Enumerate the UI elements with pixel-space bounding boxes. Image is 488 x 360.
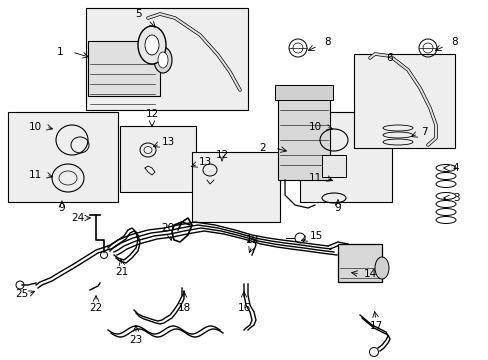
Text: 11: 11 — [308, 173, 321, 183]
Text: 17: 17 — [368, 321, 382, 331]
Ellipse shape — [145, 35, 159, 55]
Text: 18: 18 — [177, 303, 190, 313]
Text: 23: 23 — [129, 335, 142, 345]
Bar — [120, 126, 196, 192]
Text: 8: 8 — [451, 37, 457, 47]
Text: 10: 10 — [308, 122, 321, 132]
Bar — [353, 54, 454, 148]
Text: 1: 1 — [57, 47, 63, 57]
Text: 13: 13 — [198, 157, 211, 167]
Text: 16: 16 — [237, 303, 250, 313]
Text: 25: 25 — [15, 289, 29, 299]
Text: 10: 10 — [28, 122, 41, 132]
Ellipse shape — [158, 52, 168, 68]
Text: 12: 12 — [215, 150, 228, 160]
Bar — [337, 244, 381, 282]
Text: 3: 3 — [452, 193, 458, 203]
Text: 13: 13 — [161, 137, 174, 147]
Bar — [278, 95, 329, 180]
Text: 24: 24 — [71, 213, 84, 223]
Text: 15: 15 — [309, 231, 322, 241]
Text: 7: 7 — [420, 127, 427, 137]
Text: 5: 5 — [134, 9, 141, 19]
Text: 20: 20 — [161, 223, 174, 233]
Text: 9: 9 — [334, 203, 341, 213]
Text: 19: 19 — [245, 235, 258, 245]
Text: 6: 6 — [386, 53, 392, 63]
Bar — [299, 112, 391, 202]
Bar — [8, 112, 118, 202]
Bar — [86, 8, 247, 110]
Bar — [274, 85, 332, 100]
Text: 11: 11 — [28, 170, 41, 180]
Ellipse shape — [138, 26, 165, 64]
Bar — [192, 152, 280, 222]
Bar — [88, 41, 160, 96]
Ellipse shape — [154, 47, 172, 73]
Ellipse shape — [374, 257, 388, 279]
Text: 9: 9 — [59, 203, 65, 213]
Text: 21: 21 — [115, 267, 128, 277]
Text: 2: 2 — [259, 143, 266, 153]
Bar — [321, 155, 346, 177]
Text: 4: 4 — [452, 163, 458, 173]
Text: 12: 12 — [145, 109, 158, 119]
Text: 8: 8 — [324, 37, 331, 47]
Text: 22: 22 — [89, 303, 102, 313]
Text: 14: 14 — [363, 269, 376, 279]
